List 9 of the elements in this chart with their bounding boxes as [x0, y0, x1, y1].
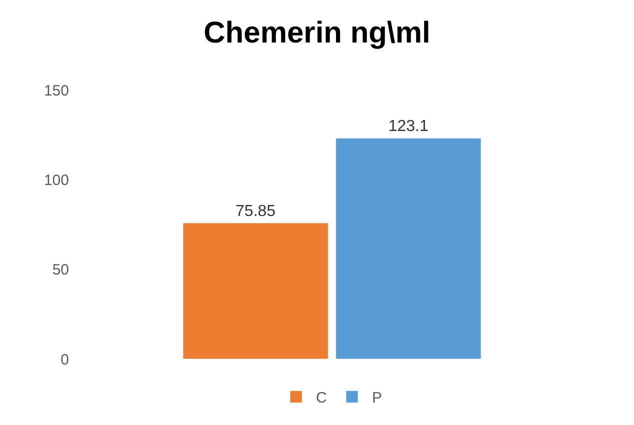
y-tick-label: 50 — [52, 262, 69, 279]
y-tick-label: 100 — [44, 172, 69, 189]
chart-title: Chemerin ng\ml — [204, 16, 430, 50]
legend-label: P — [372, 390, 382, 407]
y-tick-label: 0 — [60, 351, 69, 368]
y-tick-label: 150 — [44, 82, 69, 100]
legend-label: C — [316, 390, 327, 407]
data-label: 123.1 — [388, 118, 428, 136]
data-label: 75.85 — [236, 202, 276, 220]
